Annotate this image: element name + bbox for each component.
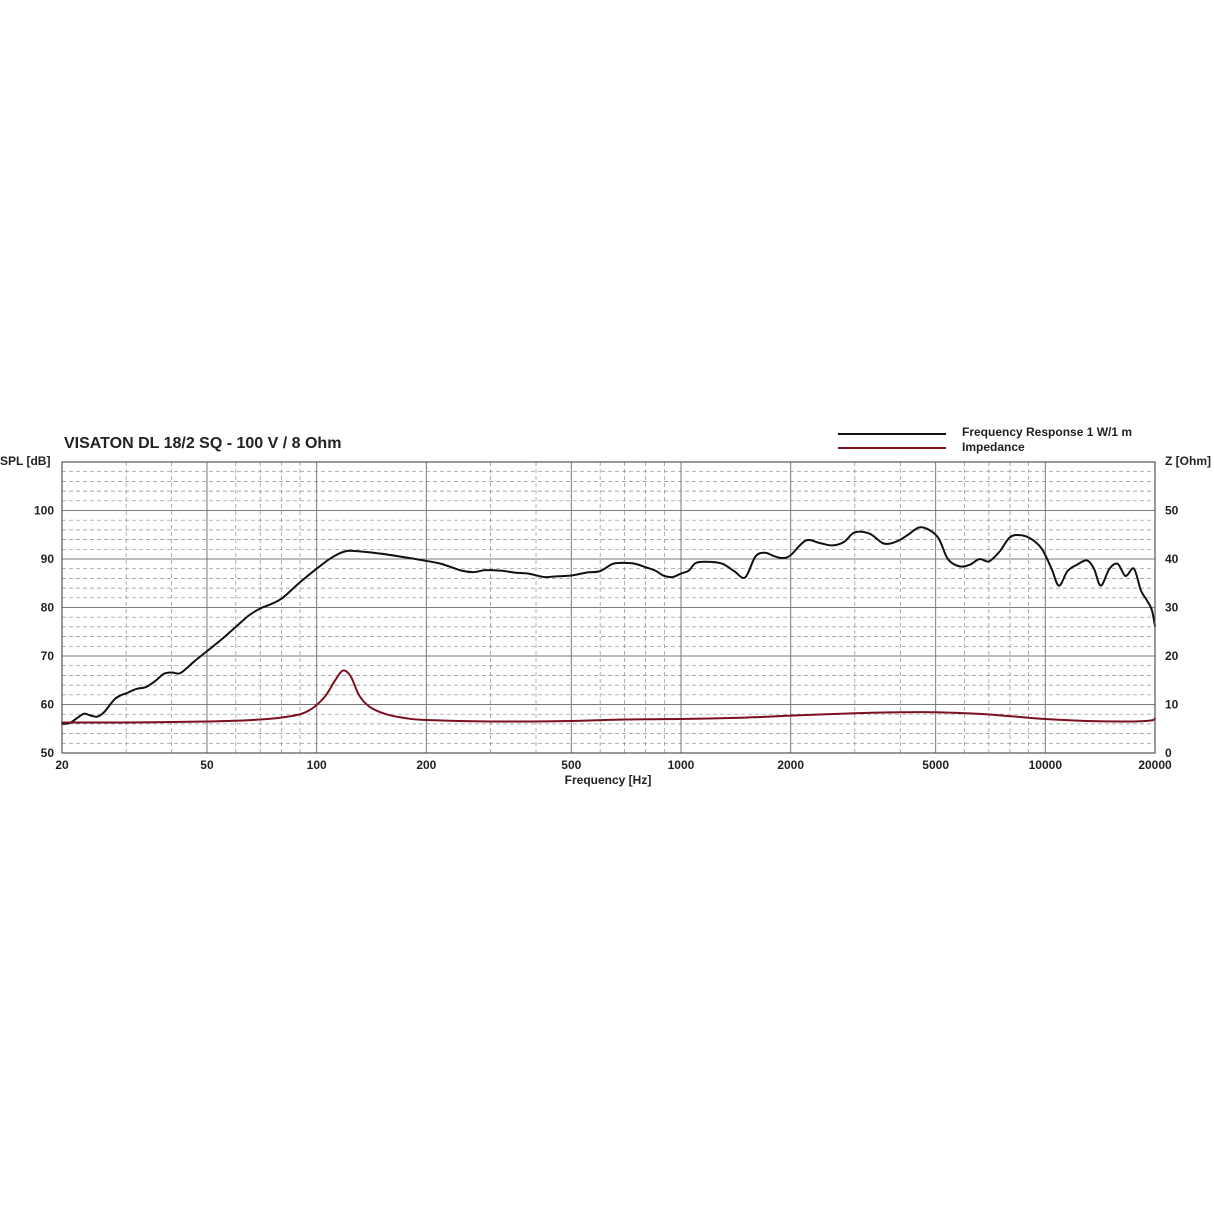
- x-tick-label: 100: [307, 758, 327, 772]
- chart-legend: Frequency Response 1 W/1 m Impedance: [838, 425, 1132, 454]
- x-tick-label: 20000: [1138, 758, 1172, 772]
- y-right-tick-label: 20: [1165, 649, 1179, 663]
- frequency-response-line: [61, 526, 1156, 725]
- x-tick-label: 50: [200, 758, 214, 772]
- y-right-tick-label: 40: [1165, 552, 1179, 566]
- x-axis-label: Frequency [Hz]: [565, 773, 652, 787]
- x-tick-label: 2000: [777, 758, 804, 772]
- y-right-tick-label: 50: [1165, 504, 1179, 518]
- y-left-tick-label: 60: [41, 698, 55, 712]
- tick-labels: 20 50 100 200 500 1000 2000 5000 10000 2000050607…: [34, 504, 1179, 773]
- x-tick-label: 10000: [1029, 758, 1063, 772]
- y-left-tick-label: 90: [41, 552, 55, 566]
- y-axis-left-label: SPL [dB]: [0, 454, 50, 468]
- x-tick-label: 500: [561, 758, 581, 772]
- impedance-line: [61, 669, 1156, 724]
- y-left-tick-label: 70: [41, 649, 55, 663]
- legend-label-impedance: Impedance: [962, 440, 1025, 454]
- grid-layer: [62, 462, 1155, 753]
- y-right-tick-label: 10: [1165, 698, 1179, 712]
- y-right-tick-label: 30: [1165, 601, 1179, 615]
- y-right-tick-label: 0: [1165, 746, 1172, 760]
- plot-frame: [61, 461, 1156, 754]
- y-left-tick-label: 80: [41, 601, 55, 615]
- x-tick-label: 1000: [668, 758, 695, 772]
- y-axis-right-label: Z [Ohm]: [1165, 454, 1211, 468]
- y-left-tick-label: 100: [34, 504, 54, 518]
- chart-title: VISATON DL 18/2 SQ - 100 V / 8 Ohm: [64, 435, 341, 452]
- series-layer: [61, 526, 1156, 725]
- y-left-tick-label: 50: [41, 746, 55, 760]
- x-tick-label: 5000: [922, 758, 949, 772]
- x-tick-label: 20: [55, 758, 69, 772]
- legend-label-frequency-response: Frequency Response 1 W/1 m: [962, 425, 1132, 439]
- x-tick-label: 200: [416, 758, 436, 772]
